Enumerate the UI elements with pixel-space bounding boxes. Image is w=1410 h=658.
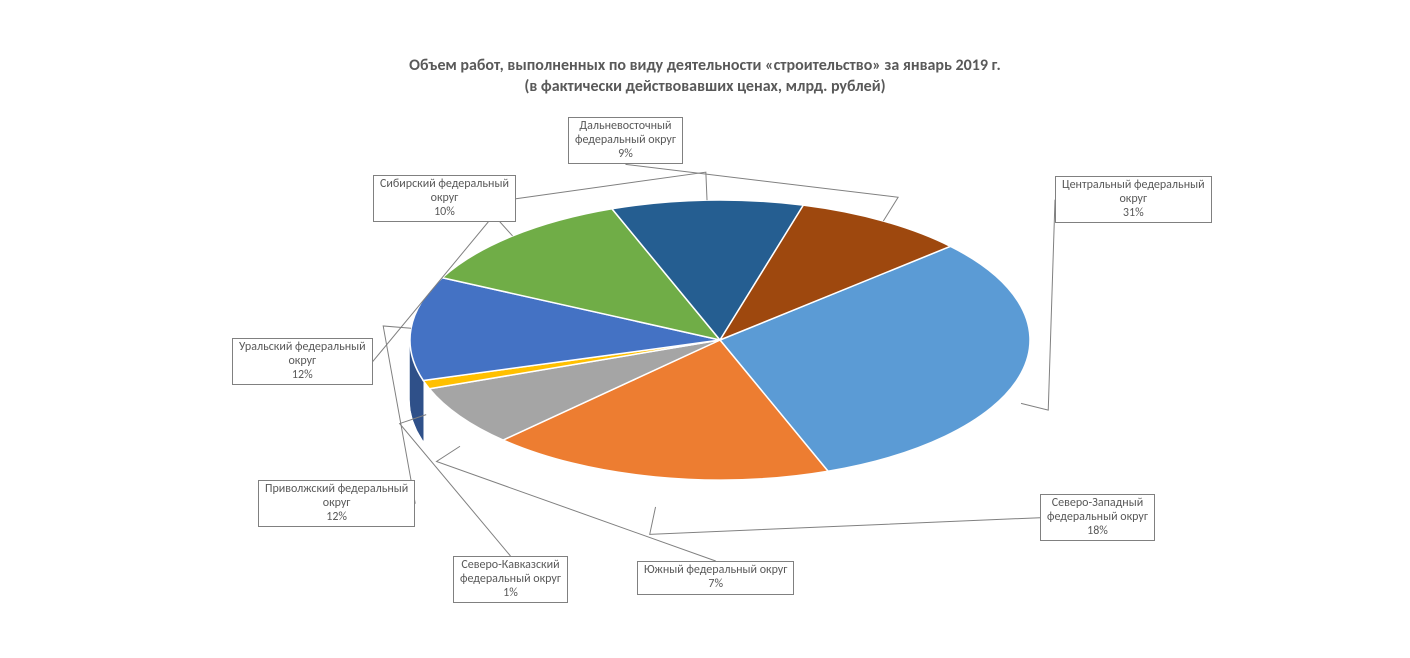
leader-line <box>1021 200 1055 410</box>
label-north-caucasus: Северо-Кавказский федеральный округ 1% <box>453 556 568 603</box>
leader-line <box>650 507 1040 534</box>
pie-chart-container: Объем работ, выполненных по виду деятель… <box>0 0 1410 658</box>
label-northwest: Северо-Западный федеральный округ 18% <box>1040 494 1155 541</box>
label-south: Южный федеральный округ 7% <box>637 561 794 595</box>
label-siberia: Сибирский федеральный округ 10% <box>373 175 516 222</box>
leader-line <box>516 172 707 200</box>
pie-svg <box>0 0 1410 658</box>
label-ural: Уральский федеральный округ 12% <box>232 338 373 385</box>
label-volga: Приволжский федеральный округ 12% <box>258 480 415 527</box>
label-fareast: Дальневосточный федеральный округ 9% <box>568 117 683 164</box>
label-central: Центральный федеральный округ 31% <box>1055 176 1212 223</box>
